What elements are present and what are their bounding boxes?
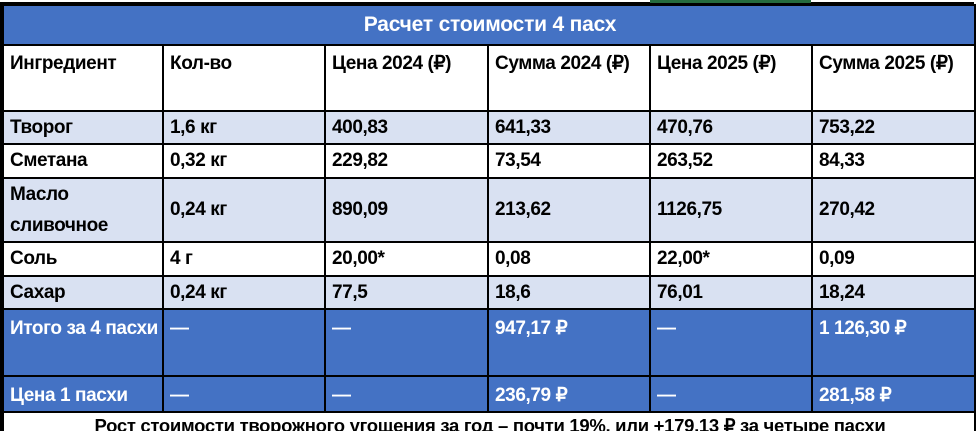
table-cell: 73,54 [487, 143, 651, 179]
table-cell: Сметана [2, 143, 164, 179]
table-cell: 281,58 ₽ [811, 375, 976, 414]
table-cell: 1,6 кг [162, 109, 326, 146]
table-row-maslo: Масло сливочное 0,24 кг 890,09 213,62 11… [2, 176, 976, 244]
column-header-quantity: Кол-во [162, 44, 326, 112]
table-cell: 470,76 [649, 109, 813, 146]
table-cell: 400,83 [324, 109, 489, 146]
column-header-price-2024: Цена 2024 (₽) [324, 44, 489, 112]
table-cell: 76,01 [649, 274, 813, 311]
table-cell: 270,42 [811, 176, 976, 244]
table-cell: 229,82 [324, 143, 489, 179]
table-row-sahar: Сахар 0,24 кг 77,5 18,6 76,01 18,24 [2, 274, 976, 311]
table-cell: 0,08 [487, 241, 651, 277]
table-cell: — [162, 375, 326, 414]
table-cell: 1 126,30 ₽ [811, 308, 976, 378]
table-cell: 263,52 [649, 143, 813, 179]
table-footer-note: Рост стоимости творожного угощения за го… [2, 411, 976, 431]
table-row-price-1: Цена 1 пасхи — — 236,79 ₽ — 281,58 ₽ [2, 375, 976, 414]
table-cell: 890,09 [324, 176, 489, 244]
column-header-sum-2025: Сумма 2025 (₽) [811, 44, 976, 112]
table-cell: 18,24 [811, 274, 976, 311]
cost-calculation-table: Расчет стоимости 4 пасх Ингредиент Кол-в… [2, 4, 976, 431]
column-header-price-2025: Цена 2025 (₽) [649, 44, 813, 112]
table-cell: 18,6 [487, 274, 651, 311]
table-cell: — [649, 375, 813, 414]
table-cell: Сахар [2, 274, 164, 311]
table-cell: 4 г [162, 241, 326, 277]
table-cell: Цена 1 пасхи [2, 375, 164, 414]
table-cell: 20,00* [324, 241, 489, 277]
table-cell: 77,5 [324, 274, 489, 311]
table-cell: Итого за 4 пасхи [2, 308, 164, 378]
table-cell: 236,79 ₽ [487, 375, 651, 414]
table-cell: — [324, 308, 489, 378]
table-cell: Соль [2, 241, 164, 277]
table-cell: — [649, 308, 813, 378]
table-cell: 947,17 ₽ [487, 308, 651, 378]
table-cell: 753,22 [811, 109, 976, 146]
table-title-row: Расчет стоимости 4 пасх [2, 4, 976, 46]
table-row-smetana: Сметана 0,32 кг 229,82 73,54 263,52 84,3… [2, 143, 976, 179]
green-accent-strip [650, 0, 811, 3]
column-header-ingredient: Ингредиент [2, 44, 164, 112]
table-title: Расчет стоимости 4 пасх [2, 4, 976, 46]
table-cell: 84,33 [811, 143, 976, 179]
table-footer-row: Рост стоимости творожного угощения за го… [2, 411, 976, 431]
table-cell: 0,24 кг [162, 176, 326, 244]
table-cell: — [162, 308, 326, 378]
table-row-tvorog: Творог 1,6 кг 400,83 641,33 470,76 753,2… [2, 109, 976, 146]
table-row-total-4: Итого за 4 пасхи — — 947,17 ₽ — 1 126,30… [2, 308, 976, 378]
table-cell: Масло сливочное [2, 176, 164, 244]
table-cell: Творог [2, 109, 164, 146]
table-cell: 22,00* [649, 241, 813, 277]
table-cell: 0,09 [811, 241, 976, 277]
table-cell: — [324, 375, 489, 414]
table-cell: 213,62 [487, 176, 651, 244]
table-cell: 641,33 [487, 109, 651, 146]
table-row-sol: Соль 4 г 20,00* 0,08 22,00* 0,09 [2, 241, 976, 277]
column-header-sum-2024: Сумма 2024 (₽) [487, 44, 651, 112]
table-cell: 1126,75 [649, 176, 813, 244]
table-header-row: Ингредиент Кол-во Цена 2024 (₽) Сумма 20… [2, 44, 976, 112]
table-cell: 0,32 кг [162, 143, 326, 179]
table-cell: 0,24 кг [162, 274, 326, 311]
